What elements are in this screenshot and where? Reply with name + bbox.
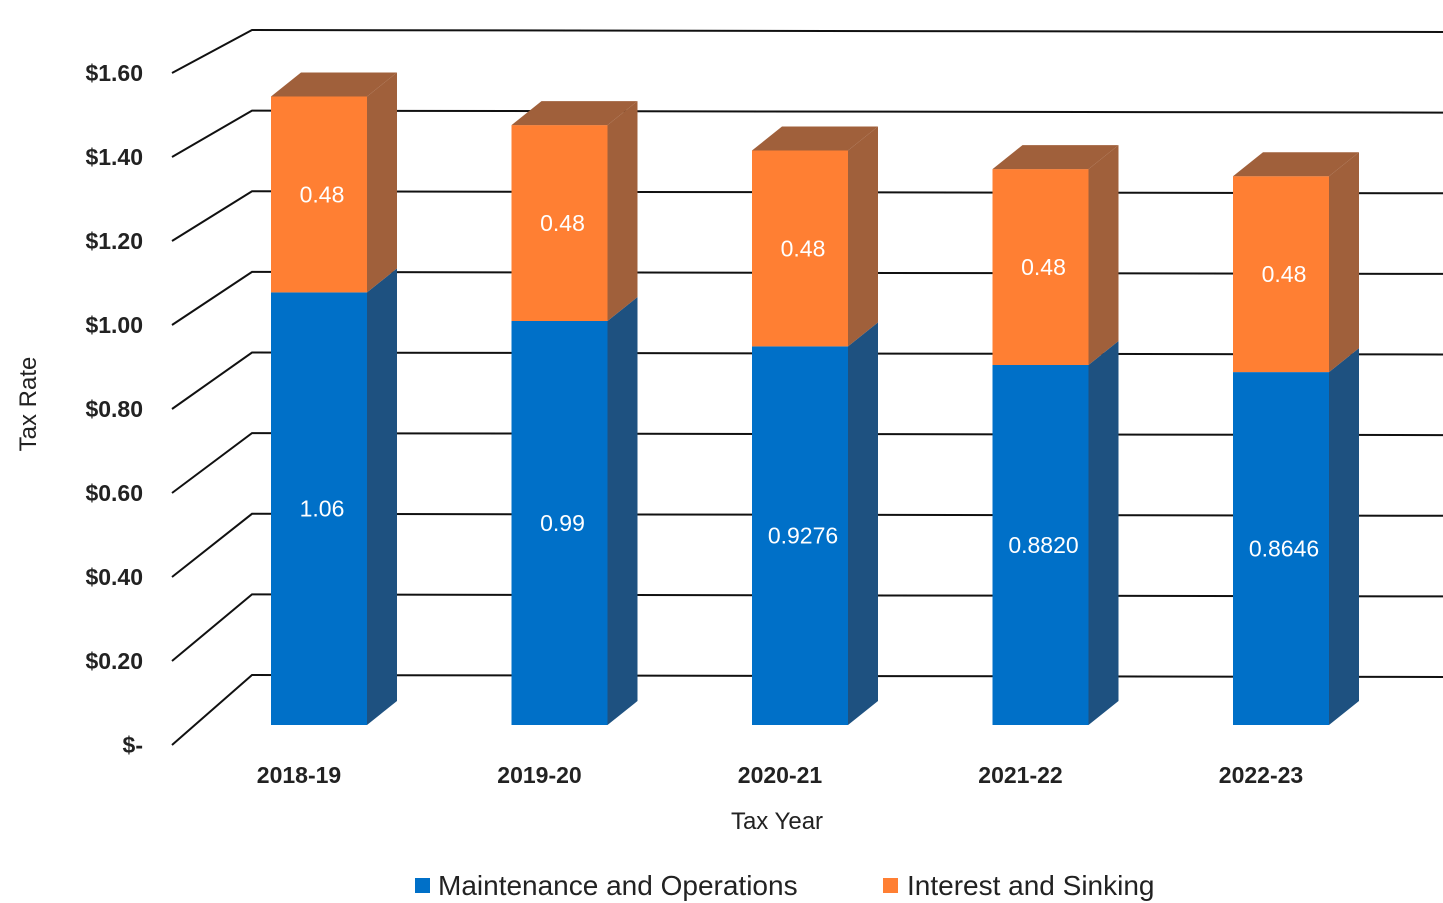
x-axis-title: Tax Year bbox=[731, 808, 823, 835]
y-tick-label: $1.20 bbox=[85, 228, 143, 254]
x-tick-label: 2022-23 bbox=[1219, 762, 1303, 788]
data-labels: 1.06 0.48 0.99 0.48 0.9276 0.48 0.8820 0.48 0.86… bbox=[300, 181, 1320, 561]
bar-side-face bbox=[1088, 341, 1119, 725]
bar-segment-interest bbox=[992, 169, 1089, 365]
x-tick-label: 2020-21 bbox=[738, 762, 823, 788]
y-axis-ticks: $- $0.20 $0.40 $0.60 $0.80 $1.00 $1.20 $1.40 $1.… bbox=[85, 60, 143, 758]
bar-segment-interest bbox=[511, 125, 608, 321]
bar-segment-maintenance bbox=[752, 346, 848, 725]
y-tick-label: $0.20 bbox=[85, 648, 143, 674]
x-tick-label: 2018-19 bbox=[257, 762, 341, 788]
legend-label-interest: Interest and Sinking bbox=[907, 870, 1155, 901]
x-axis-categories: 2018-19 2019-20 2020-21 2021-22 2022-23 bbox=[257, 762, 1303, 788]
y-tick-label: $1.00 bbox=[85, 312, 143, 338]
y-axis-title: Tax Rate bbox=[15, 357, 42, 452]
data-label: 0.48 bbox=[781, 236, 826, 262]
y-tick-label: $- bbox=[123, 732, 143, 758]
bar-side-face bbox=[367, 268, 397, 725]
bar-segment-maintenance bbox=[271, 292, 367, 725]
bar-segment-interest bbox=[271, 96, 367, 293]
legend-swatch-interest bbox=[883, 878, 898, 893]
data-label: 0.8646 bbox=[1249, 536, 1319, 562]
y-tick-label: $1.40 bbox=[85, 144, 143, 170]
y-tick-label: $1.60 bbox=[85, 60, 143, 86]
gridlines bbox=[171, 28, 1443, 746]
bar-top-face bbox=[511, 101, 638, 126]
bar-segment-maintenance bbox=[1233, 372, 1329, 725]
y-tick-label: $0.40 bbox=[85, 564, 143, 590]
bar-side-face bbox=[607, 297, 638, 725]
bar-top-face bbox=[752, 126, 878, 151]
data-label: 0.99 bbox=[540, 510, 585, 536]
x-tick-label: 2021-22 bbox=[978, 762, 1062, 788]
bar-side-face bbox=[848, 126, 878, 347]
bar-side-face bbox=[367, 72, 397, 293]
data-label: 0.9276 bbox=[768, 523, 838, 549]
bar-side-face bbox=[607, 101, 638, 321]
bar-segment-interest bbox=[1233, 176, 1329, 373]
bar-top-face bbox=[1233, 152, 1359, 177]
bar-top-face bbox=[992, 145, 1119, 170]
bar-side-face bbox=[848, 322, 878, 725]
y-tick-label: $0.60 bbox=[85, 480, 143, 506]
data-label: 0.48 bbox=[300, 181, 345, 207]
data-label: 0.8820 bbox=[1008, 532, 1078, 558]
legend-swatch-maintenance bbox=[415, 878, 430, 893]
bar-side-face bbox=[1088, 145, 1119, 365]
data-label: 0.48 bbox=[1262, 261, 1307, 287]
bars bbox=[271, 72, 1359, 725]
x-tick-label: 2019-20 bbox=[497, 762, 581, 788]
y-tick-label: $0.80 bbox=[85, 396, 143, 422]
data-label: 1.06 bbox=[300, 496, 345, 522]
legend-label-maintenance: Maintenance and Operations bbox=[438, 870, 798, 901]
bar-segment-maintenance bbox=[992, 365, 1089, 725]
legend: Maintenance and Operations Interest and … bbox=[415, 870, 1155, 901]
gridline bbox=[171, 109, 1443, 158]
bar-side-face bbox=[1329, 152, 1359, 373]
bar-segment-interest bbox=[752, 150, 848, 347]
data-label: 0.48 bbox=[540, 210, 585, 236]
bar-side-face bbox=[1329, 348, 1359, 725]
data-label: 0.48 bbox=[1021, 254, 1066, 280]
gridline bbox=[171, 28, 1443, 74]
bar-segment-maintenance bbox=[511, 321, 608, 725]
bar-top-face bbox=[271, 72, 397, 97]
